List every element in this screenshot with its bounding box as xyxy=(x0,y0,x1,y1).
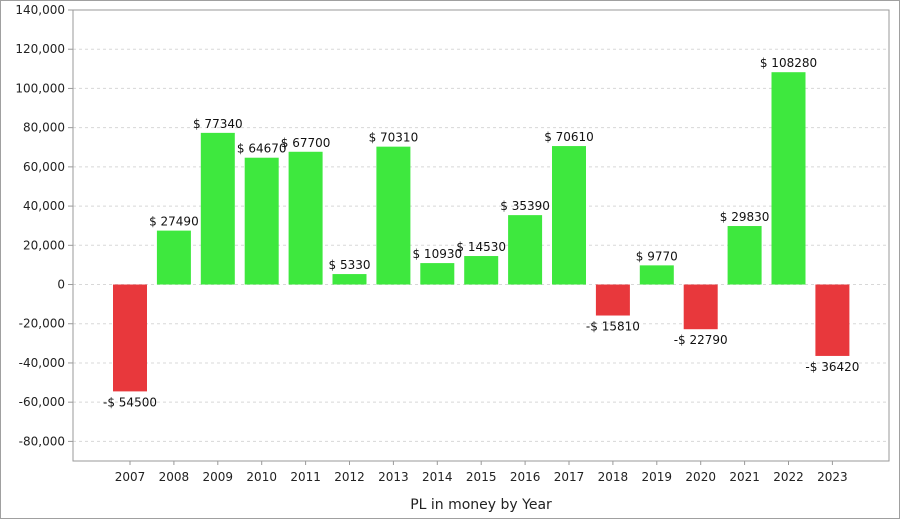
bar-2011 xyxy=(288,151,323,285)
x-tick-label: 2017 xyxy=(554,470,585,484)
bar-2019 xyxy=(639,265,674,285)
data-label: $ 77340 xyxy=(193,117,243,131)
axes xyxy=(72,9,890,462)
x-tick-label: 2010 xyxy=(246,470,277,484)
x-tick-label: 2018 xyxy=(598,470,629,484)
bar-2023 xyxy=(815,284,850,356)
data-label: -$ 15810 xyxy=(586,320,640,334)
bar-2010 xyxy=(244,157,279,285)
y-tick-label: -80,000 xyxy=(19,434,65,448)
y-tick-label: 120,000 xyxy=(15,42,65,56)
x-tick-label: 2016 xyxy=(510,470,541,484)
data-label: $ 108280 xyxy=(760,56,817,70)
y-tick-label: 60,000 xyxy=(23,160,65,174)
y-axis-ticks: -80,000 -60,000 -40,000 -20,000 0 20,000 40,00… xyxy=(15,3,73,448)
bars xyxy=(113,72,850,392)
y-tick-label: 100,000 xyxy=(15,81,65,95)
x-tick-label: 2009 xyxy=(203,470,234,484)
data-label: $ 14530 xyxy=(456,240,506,254)
x-tick-label: 2015 xyxy=(466,470,497,484)
bar-2007 xyxy=(113,284,147,392)
data-label: $ 9770 xyxy=(636,249,678,263)
data-label: $ 35390 xyxy=(500,199,550,213)
x-tick-label: 2013 xyxy=(378,470,409,484)
x-tick-label: 2022 xyxy=(773,470,804,484)
x-tick-label: 2012 xyxy=(334,470,365,484)
y-tick-label: 80,000 xyxy=(23,121,65,135)
x-tick-label: 2014 xyxy=(422,470,453,484)
data-label: $ 10930 xyxy=(412,247,462,261)
bar-2014 xyxy=(420,263,455,285)
bar-2008 xyxy=(156,230,191,285)
bar-2021 xyxy=(727,226,762,285)
x-axis-ticks: 2007 2008 2009 2010 2011 2012 2013 2014 2015 2016… xyxy=(115,461,848,484)
y-tick-label: 40,000 xyxy=(23,199,65,213)
x-tick-label: 2023 xyxy=(817,470,848,484)
data-label: -$ 36420 xyxy=(805,360,859,374)
x-tick-label: 2007 xyxy=(115,470,146,484)
x-axis-title: PL in money by Year xyxy=(410,497,552,513)
bar-2022 xyxy=(771,72,806,285)
y-tick-label: 20,000 xyxy=(23,238,65,252)
bar-2009 xyxy=(200,132,235,285)
plot-border xyxy=(72,9,890,462)
x-tick-label: 2019 xyxy=(642,470,673,484)
bar-2013 xyxy=(376,146,411,285)
x-tick-label: 2021 xyxy=(729,470,760,484)
x-tick-label: 2020 xyxy=(685,470,716,484)
data-label: $ 5330 xyxy=(329,258,371,272)
x-tick-label: 2011 xyxy=(290,470,321,484)
data-label: $ 67700 xyxy=(281,136,331,150)
bar-2015 xyxy=(464,256,499,285)
y-tick-label: 0 xyxy=(57,278,65,292)
bar-2012 xyxy=(332,274,367,285)
bar-2018 xyxy=(595,284,630,316)
data-label: $ 70310 xyxy=(369,131,419,145)
data-label: $ 64670 xyxy=(237,142,287,156)
data-label: $ 27490 xyxy=(149,215,199,229)
data-labels: -$ 54500 $ 27490 $ 77340 $ 64670$ 67700 $ 53… xyxy=(103,56,859,409)
bar-2020 xyxy=(683,284,718,330)
data-label: $ 70610 xyxy=(544,130,594,144)
x-tick-label: 2008 xyxy=(159,470,190,484)
bar-2017 xyxy=(552,146,586,285)
data-label: -$ 22790 xyxy=(674,333,728,347)
y-tick-label: 140,000 xyxy=(15,3,65,17)
bar-2016 xyxy=(508,215,543,285)
data-label: $ 29830 xyxy=(720,210,770,224)
data-label: -$ 54500 xyxy=(103,395,157,409)
y-tick-label: -20,000 xyxy=(19,317,65,331)
y-tick-label: -40,000 xyxy=(19,356,65,370)
y-tick-label: -60,000 xyxy=(19,395,65,409)
